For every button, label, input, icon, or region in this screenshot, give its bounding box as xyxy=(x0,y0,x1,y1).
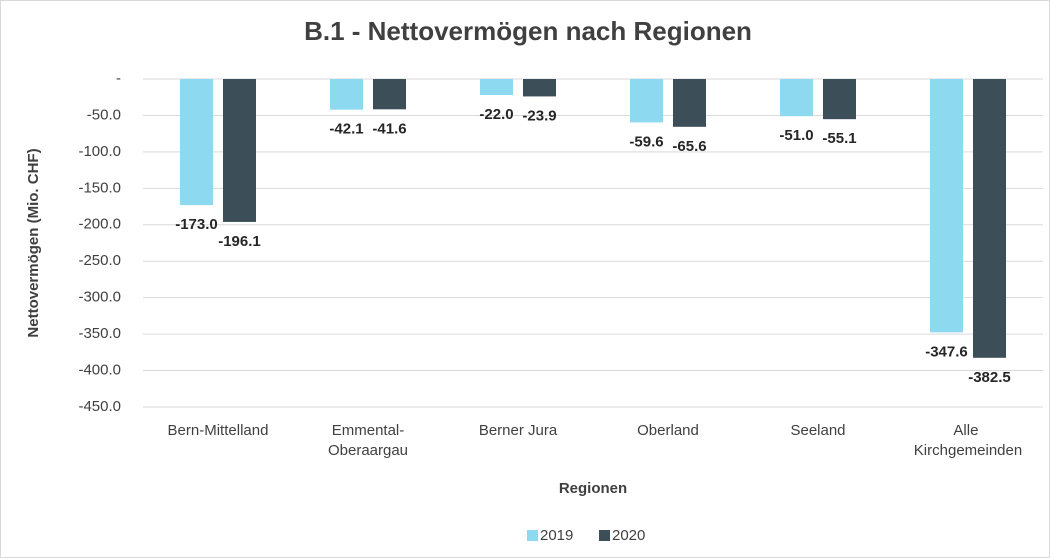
bar xyxy=(823,79,856,120)
x-axis-title: Regionen xyxy=(559,480,627,497)
bar xyxy=(480,79,513,96)
data-label: -23.9 xyxy=(522,107,556,124)
y-tick-label: -100.0 xyxy=(78,143,121,160)
y-tick-label: -50.0 xyxy=(87,106,121,123)
bar xyxy=(330,79,363,110)
x-tick-label: Seeland xyxy=(790,422,845,439)
y-tick-label: -350.0 xyxy=(78,325,121,342)
data-label: -65.6 xyxy=(672,138,706,155)
y-tick-label: -450.0 xyxy=(78,398,121,415)
bar xyxy=(930,79,963,333)
x-tick-label: Berner Jura xyxy=(479,422,558,439)
y-tick-label: -150.0 xyxy=(78,179,121,196)
bar xyxy=(780,79,813,117)
data-label: -173.0 xyxy=(175,216,218,233)
bar xyxy=(523,79,556,97)
data-label: -51.0 xyxy=(779,127,813,144)
data-label: -347.6 xyxy=(925,343,968,360)
x-tick-label: Oberland xyxy=(637,422,699,439)
data-label: -42.1 xyxy=(329,121,363,138)
data-label: -59.6 xyxy=(629,133,663,150)
y-axis-title: Nettovermögen (Mio. CHF) xyxy=(25,148,42,337)
y-tick-label: - xyxy=(116,70,121,87)
y-tick-label: -300.0 xyxy=(78,289,121,306)
data-label: -55.1 xyxy=(822,130,856,147)
y-tick-label: -400.0 xyxy=(78,362,121,379)
data-label: -22.0 xyxy=(479,106,513,123)
bar xyxy=(180,79,213,206)
legend-swatch xyxy=(599,530,610,541)
bar xyxy=(673,79,706,127)
y-tick-label: -250.0 xyxy=(78,252,121,269)
bar xyxy=(630,79,663,123)
y-tick-label: -200.0 xyxy=(78,216,121,233)
legend-label: 2020 xyxy=(612,527,645,544)
x-tick-label: Emmental-Oberaargau xyxy=(328,422,408,459)
x-tick-label: Alle Kirchgemeinden xyxy=(914,422,1022,459)
chart-title: B.1 - Nettovermögen nach Regionen xyxy=(304,16,752,46)
bar xyxy=(973,79,1006,358)
bar xyxy=(373,79,406,110)
data-label: -196.1 xyxy=(218,233,261,250)
x-tick-label: Bern-Mittelland xyxy=(168,422,269,439)
data-label: -41.6 xyxy=(372,120,406,137)
bar xyxy=(223,79,256,222)
legend-swatch xyxy=(527,530,538,541)
legend-label: 2019 xyxy=(540,527,573,544)
data-label: -382.5 xyxy=(968,369,1011,386)
